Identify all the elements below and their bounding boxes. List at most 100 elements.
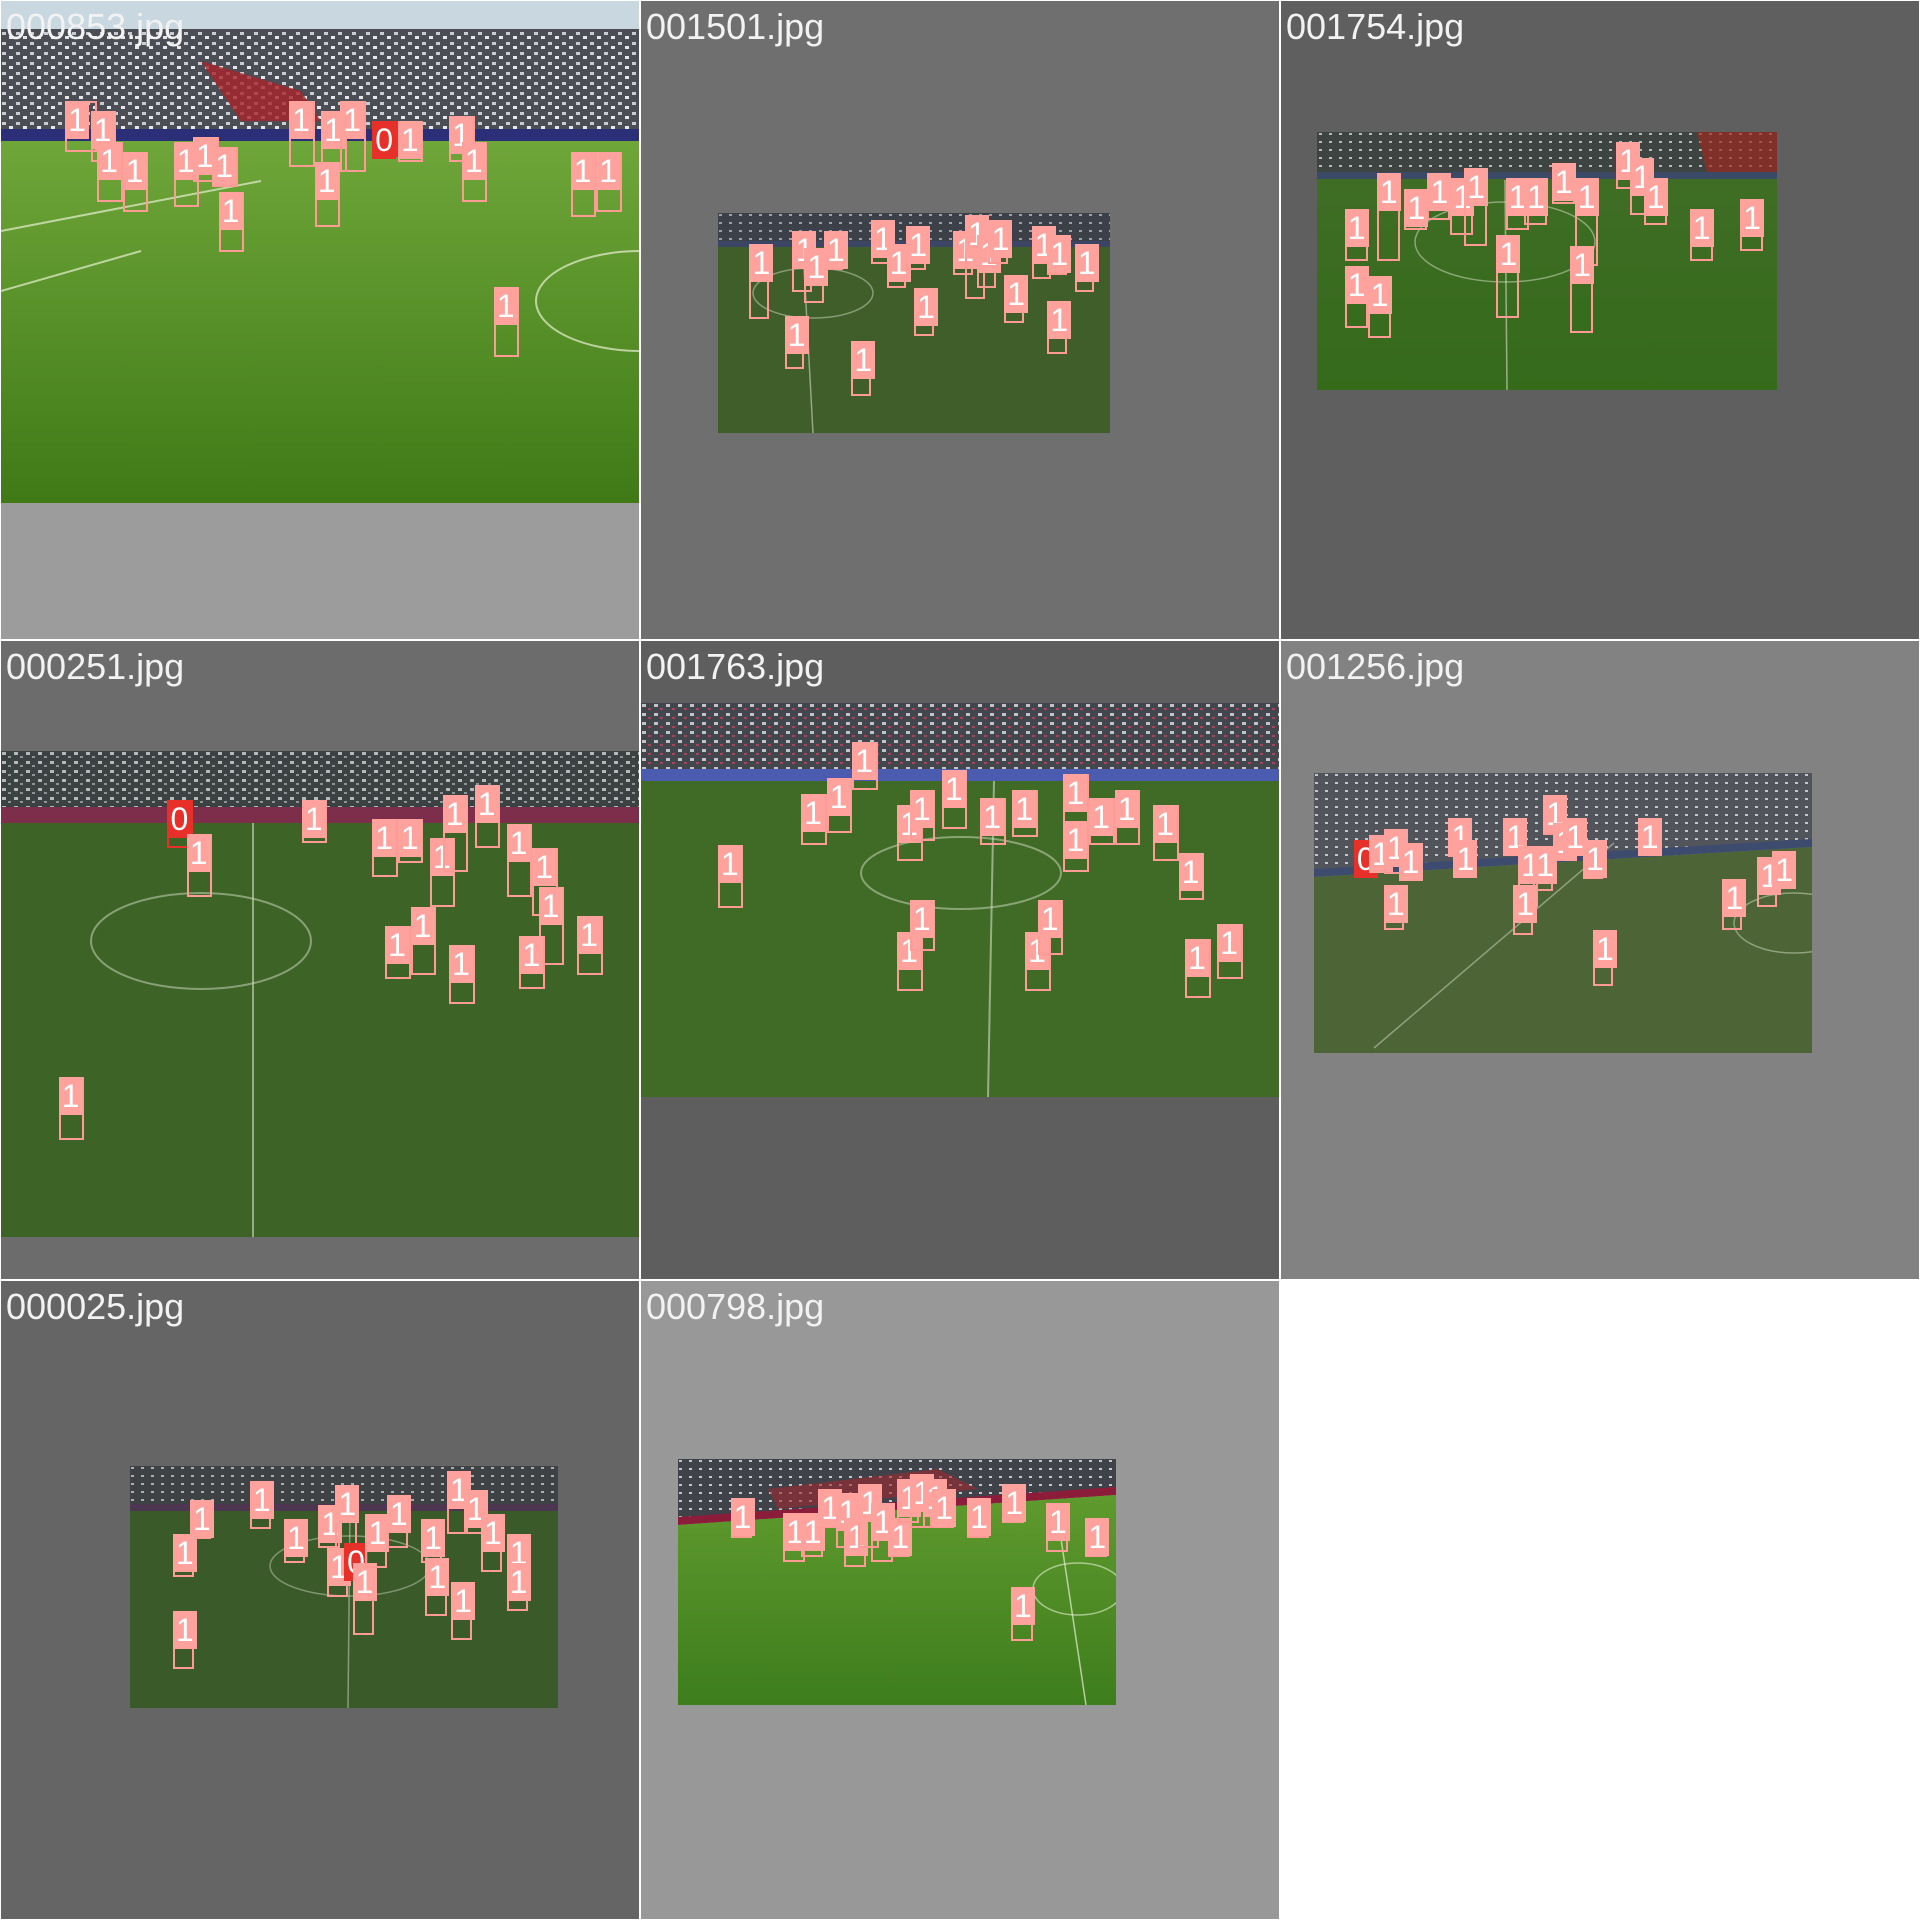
class-label: 1 — [397, 819, 422, 858]
class-label: 1 — [1037, 900, 1062, 938]
detection-box: 1 — [1178, 852, 1205, 900]
detection-box: 1 — [914, 287, 938, 337]
class-label: 1 — [1114, 789, 1139, 828]
detection-box: 1 — [1551, 162, 1576, 205]
class-label: 1 — [340, 101, 365, 140]
tile-filename: 000025.jpg — [6, 1286, 185, 1327]
class-label: 1 — [784, 316, 809, 355]
class-label: 1 — [429, 838, 454, 877]
detection-box: 1 — [1153, 805, 1179, 861]
class-label: 1 — [1367, 276, 1392, 315]
class-label: 1 — [97, 141, 121, 180]
detection-box: 1 — [1383, 885, 1408, 930]
class-label: 1 — [1025, 931, 1049, 970]
class-label: 1 — [463, 1490, 488, 1529]
detection-box: 1 — [1629, 157, 1654, 215]
tile-001256: 01111111111111111111 001256.jpg — [1280, 640, 1920, 1280]
class-label: 1 — [493, 287, 518, 326]
class-label: 1 — [1551, 162, 1576, 201]
detection-box: 1 — [122, 151, 149, 212]
detection-box: 1 — [335, 1485, 360, 1554]
detection-box: 1 — [577, 916, 603, 975]
class-label: 1 — [446, 1470, 471, 1509]
detection-box: 1 — [1740, 199, 1765, 251]
class-label: 1 — [449, 116, 473, 155]
detection-box: 1 — [906, 226, 931, 271]
detection-box: 1 — [1453, 840, 1478, 879]
detection-layer: 111111111111111111111 — [641, 703, 1279, 1097]
class-label: 1 — [532, 848, 557, 887]
class-label: 1 — [480, 1514, 505, 1553]
class-label: 1 — [1513, 885, 1538, 923]
detection-box: 1 — [314, 161, 341, 227]
detection-box: 1 — [451, 1582, 475, 1641]
detection-box: 1 — [909, 789, 936, 841]
class-label: 1 — [941, 769, 966, 808]
class-label: 1 — [1047, 235, 1072, 273]
detection-box: 1 — [1513, 885, 1538, 936]
detection-box: 1 — [967, 1498, 992, 1538]
class-label: 1 — [1089, 797, 1113, 836]
detection-box: 1 — [1503, 817, 1528, 856]
detection-box: 1 — [730, 1498, 755, 1538]
class-label: 1 — [365, 1514, 390, 1553]
detection-box: 1 — [284, 1519, 309, 1563]
class-label: 1 — [1217, 923, 1241, 962]
tile-filename: 000251.jpg — [6, 646, 185, 687]
class-label: 1 — [189, 1499, 214, 1538]
class-label: 1 — [980, 797, 1005, 836]
detection-box: 1 — [1643, 178, 1668, 225]
detection-box: 1 — [980, 797, 1006, 845]
detection-box: 1 — [385, 925, 411, 980]
detection-box: 1 — [410, 906, 437, 975]
detection-box: 1 — [318, 1504, 343, 1549]
class-label: 1 — [461, 141, 486, 180]
detection-box: 1 — [425, 1557, 450, 1617]
class-label: 1 — [1524, 178, 1548, 217]
detection-box: 1 — [1570, 245, 1594, 334]
detection-box: 1 — [1047, 235, 1072, 275]
class-label: 1 — [1074, 243, 1099, 282]
class-label: 1 — [1063, 773, 1088, 812]
detection-box: 1 — [1063, 821, 1089, 873]
class-label: 1 — [823, 230, 848, 269]
class-label: 1 — [442, 794, 467, 833]
detection-box: 1 — [823, 230, 848, 271]
class-label: 1 — [1002, 1483, 1027, 1522]
detection-box: 1 — [189, 1499, 214, 1539]
detection-box: 1 — [1427, 173, 1452, 220]
class-label: 1 — [596, 151, 621, 190]
detection-box: 1 — [1524, 178, 1548, 225]
detection-box: 1 — [784, 316, 809, 370]
class-label: 1 — [909, 900, 934, 938]
detection-box: 1 — [1496, 235, 1521, 318]
detection-box: 1 — [801, 793, 827, 845]
class-label: 1 — [1427, 173, 1452, 212]
detection-box: 1 — [97, 141, 123, 202]
class-label: 1 — [801, 793, 825, 832]
tile-000025: 11111110111111111111 000025.jpg — [0, 1280, 640, 1920]
tile-filename: 000853.jpg — [6, 6, 185, 47]
class-label: 1 — [1012, 789, 1037, 828]
class-label: 1 — [425, 1557, 450, 1596]
class-label: 1 — [1404, 188, 1429, 227]
detection-box: 1 — [1464, 168, 1489, 246]
detection-box: 1 — [1592, 929, 1617, 986]
class-label: 1 — [1582, 840, 1607, 879]
detection-box: 1 — [186, 833, 213, 897]
class-label: 1 — [58, 1076, 83, 1115]
detection-box: 1 — [1344, 266, 1369, 329]
detection-box: 1 — [352, 1562, 377, 1636]
detection-box: 1 — [1010, 1586, 1035, 1642]
class-label: 1 — [717, 844, 742, 883]
class-label: 1 — [386, 1495, 411, 1534]
class-label: 1 — [1344, 266, 1369, 305]
detection-box: 1 — [421, 1519, 446, 1563]
detection-box: 1 — [941, 769, 968, 830]
